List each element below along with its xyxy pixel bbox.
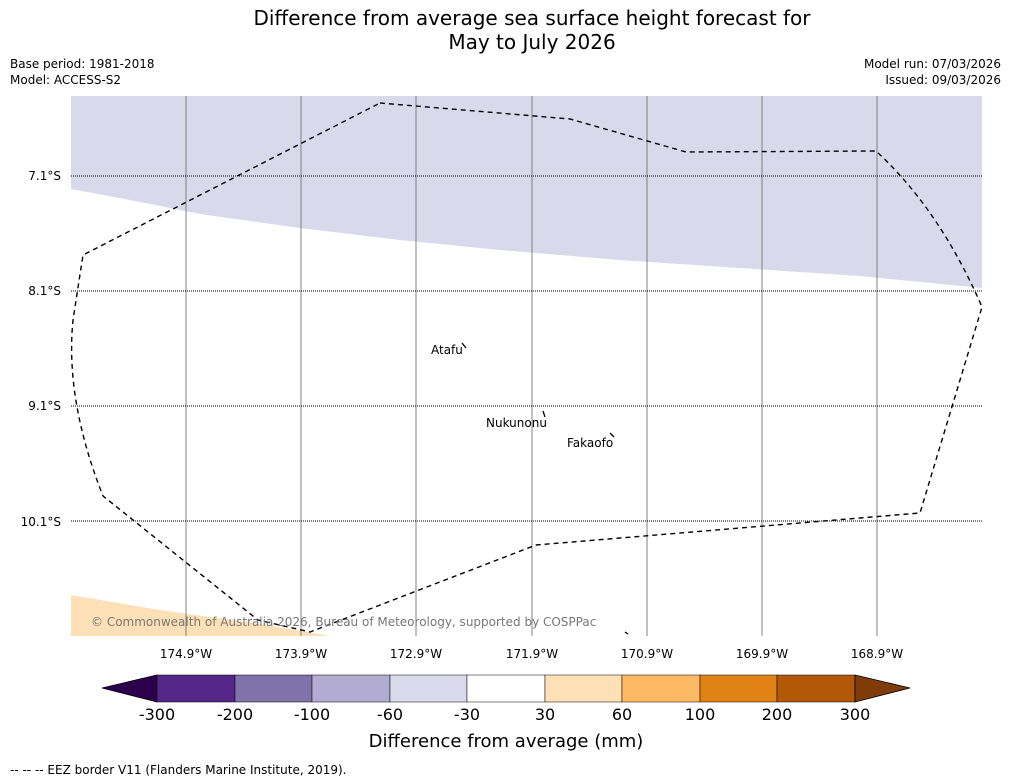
colorbar-tick: 300	[840, 705, 871, 724]
island-dot	[624, 631, 629, 635]
place-label-atafu: Atafu	[431, 343, 463, 357]
footnote: -- -- -- EEZ border V11 (Flanders Marine…	[10, 763, 347, 777]
colorbar-low-extension	[101, 674, 158, 703]
copyright-notice: © Commonwealth of Australia 2026, Bureau…	[91, 615, 596, 629]
colorbar-tick: -200	[217, 705, 253, 724]
lon-label: 171.9°W	[506, 647, 558, 661]
anomaly-region-positive	[71, 595, 330, 636]
colorbar-segment	[621, 674, 701, 703]
chart-title: Difference from average sea surface heig…	[0, 6, 1011, 54]
anomaly-region-negative	[71, 96, 982, 288]
meta-right: Model run: 07/03/2026 Issued: 09/03/2026	[864, 56, 1001, 88]
lon-label: 172.9°W	[390, 647, 442, 661]
colorbar-segment	[544, 674, 623, 703]
island-markers	[461, 342, 629, 635]
title-line-1: Difference from average sea surface heig…	[253, 6, 811, 30]
colorbar-tick: -60	[377, 705, 403, 724]
lon-label: 169.9°W	[736, 647, 788, 661]
title-line-2: May to July 2026	[448, 30, 616, 54]
place-label-fakaofo: Fakaofo	[567, 436, 613, 450]
lon-label: 168.9°W	[851, 647, 903, 661]
longitude-gridlines	[185, 96, 878, 636]
colorbar-segment	[234, 674, 313, 703]
colorbar-title: Difference from average (mm)	[369, 731, 644, 752]
nukunonu-island	[542, 410, 546, 418]
map-area: Atafu Nukunonu Fakaofo © Commonwealth of…	[71, 96, 982, 636]
colorbar-tick: 60	[612, 705, 632, 724]
fakaofo-island	[609, 432, 615, 438]
longitude-labels: 174.9°W 173.9°W 172.9°W 171.9°W 170.9°W …	[160, 647, 903, 661]
colorbar-tick: -30	[454, 705, 480, 724]
lat-label: 8.1°S	[28, 284, 61, 298]
model-name: Model: ACCESS-S2	[10, 73, 122, 87]
colorbar: -300 -200 -100 -60 -30 30 60 100 200 300…	[101, 674, 911, 752]
lon-label: 174.9°W	[160, 647, 212, 661]
colorbar-segment	[776, 674, 856, 703]
lon-label: 173.9°W	[275, 647, 327, 661]
atafu-island	[461, 342, 467, 349]
colorbar-segment	[389, 674, 468, 703]
lon-label: 170.9°W	[621, 647, 673, 661]
colorbar-segment	[156, 674, 236, 703]
issued-date: Issued: 09/03/2026	[885, 73, 1001, 87]
eez-border	[71, 102, 982, 633]
colorbar-tick-labels: -300 -200 -100 -60 -30 30 60 100 200 300	[139, 705, 870, 724]
lat-label: 7.1°S	[28, 169, 61, 183]
colorbar-segment	[699, 674, 778, 703]
colorbar-tick: -300	[139, 705, 175, 724]
place-label-nukunonu: Nukunonu	[486, 416, 547, 430]
colorbar-tick: 30	[535, 705, 555, 724]
colorbar-tick: -100	[294, 705, 330, 724]
colorbar-segment	[466, 674, 546, 703]
lat-label: 9.1°S	[28, 399, 61, 413]
model-run: Model run: 07/03/2026	[863, 57, 1001, 71]
latitude-labels: 7.1°S 8.1°S 9.1°S 10.1°S	[21, 169, 61, 529]
base-period: Base period: 1981-2018	[10, 57, 155, 71]
lat-label: 10.1°S	[21, 515, 61, 529]
colorbar-tick: 100	[685, 705, 716, 724]
colorbar-tick: 200	[762, 705, 793, 724]
colorbar-high-extension	[854, 674, 911, 703]
colorbar-segment	[311, 674, 391, 703]
meta-left: Base period: 1981-2018 Model: ACCESS-S2	[10, 56, 155, 88]
